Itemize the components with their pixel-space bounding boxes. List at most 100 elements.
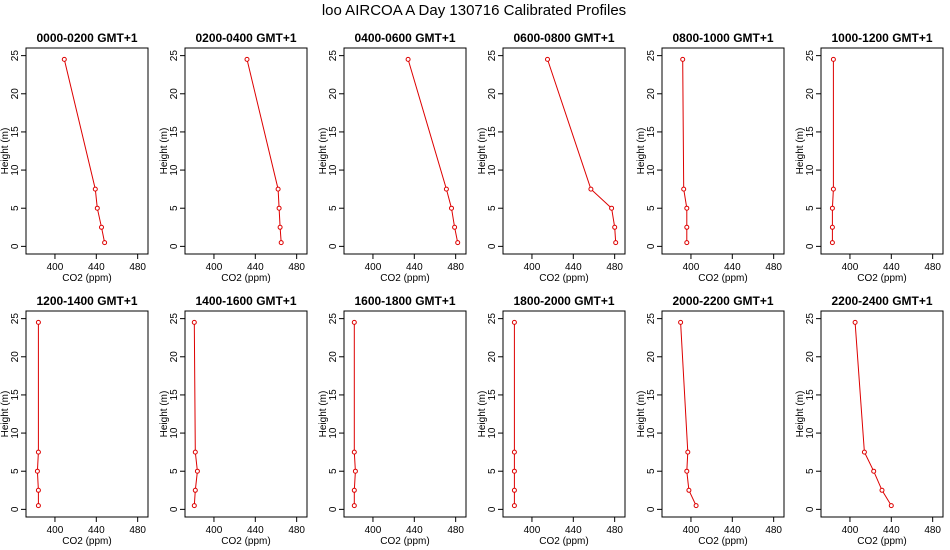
y-tick-label: 25 bbox=[10, 50, 21, 62]
profile-point bbox=[830, 186, 836, 192]
x-tick-label: 440 bbox=[247, 525, 264, 536]
profile-point bbox=[35, 503, 41, 509]
x-tick-label: 400 bbox=[47, 525, 64, 536]
profile-point bbox=[194, 468, 200, 474]
x-tick-label: 440 bbox=[88, 262, 105, 273]
y-axis-label: Height (m) bbox=[636, 128, 647, 175]
x-tick-label: 480 bbox=[447, 525, 464, 536]
y-tick-label: 25 bbox=[646, 313, 657, 325]
x-axis-label: CO2 (ppm) bbox=[221, 536, 270, 547]
profile-point bbox=[685, 449, 691, 455]
y-tick-label: 15 bbox=[646, 389, 657, 401]
y-tick-label: 5 bbox=[487, 205, 498, 211]
y-tick-label: 0 bbox=[805, 506, 816, 512]
profile-point bbox=[449, 205, 454, 211]
chart-panel: 0000-0200 GMT+1 0 5 10 15 20 25 400 440 480 CO2 (p… bbox=[0, 31, 149, 284]
y-tick-label: 0 bbox=[646, 506, 657, 512]
x-tick-label: 440 bbox=[565, 262, 582, 273]
profile-point bbox=[684, 240, 690, 246]
y-tick-label: 25 bbox=[328, 50, 339, 62]
profile-point bbox=[191, 503, 197, 509]
y-tick-label: 20 bbox=[10, 351, 21, 363]
y-tick-label: 5 bbox=[646, 205, 657, 211]
y-tick-label: 20 bbox=[487, 351, 498, 363]
panel-title: 0000-0200 GMT+1 bbox=[36, 31, 137, 45]
x-tick-label: 480 bbox=[765, 525, 782, 536]
y-tick-label: 15 bbox=[169, 126, 180, 138]
y-tick-label: 10 bbox=[487, 164, 498, 176]
profile-point bbox=[351, 449, 357, 455]
y-tick-label: 10 bbox=[805, 164, 816, 176]
x-tick-label: 440 bbox=[406, 525, 423, 536]
y-tick-label: 20 bbox=[805, 88, 816, 100]
x-tick-label: 440 bbox=[724, 525, 741, 536]
y-tick-label: 10 bbox=[487, 427, 498, 439]
profile-point bbox=[511, 319, 517, 325]
y-tick-label: 10 bbox=[328, 164, 339, 176]
y-axis-label: Height (m) bbox=[318, 128, 329, 175]
y-tick-label: 0 bbox=[328, 243, 339, 249]
chart-panel: 1800-2000 GMT+1 0 5 10 15 20 25 400 440 480 CO2 (p… bbox=[477, 294, 626, 547]
x-tick-label: 480 bbox=[924, 262, 941, 273]
y-tick-label: 25 bbox=[169, 50, 180, 62]
y-tick-label: 20 bbox=[169, 88, 180, 100]
plot-frame bbox=[25, 310, 149, 518]
y-tick-label: 25 bbox=[328, 313, 339, 325]
y-tick-label: 10 bbox=[646, 164, 657, 176]
panel-title: 0400-0600 GMT+1 bbox=[354, 31, 455, 45]
y-tick-label: 20 bbox=[805, 351, 816, 363]
profile-point bbox=[455, 240, 461, 246]
plot-frame bbox=[661, 47, 785, 255]
profile-point bbox=[192, 487, 198, 493]
y-tick-label: 5 bbox=[328, 205, 339, 211]
profile-point bbox=[684, 224, 690, 230]
chart-panel: 0800-1000 GMT+1 0 5 10 15 20 25 400 440 480 CO2 (p… bbox=[636, 31, 785, 284]
x-tick-label: 480 bbox=[129, 262, 146, 273]
profile-point bbox=[351, 487, 357, 493]
y-tick-label: 15 bbox=[805, 389, 816, 401]
y-tick-label: 10 bbox=[169, 427, 180, 439]
profile-point bbox=[405, 56, 411, 62]
x-tick-label: 400 bbox=[206, 262, 223, 273]
y-tick-label: 15 bbox=[328, 126, 339, 138]
chart-panel: 0400-0600 GMT+1 0 5 10 15 20 25 400 440 480 CO2 (p… bbox=[318, 31, 467, 284]
x-tick-label: 440 bbox=[406, 262, 423, 273]
plot-frame bbox=[502, 310, 626, 518]
x-tick-label: 480 bbox=[606, 262, 623, 273]
y-axis-label: Height (m) bbox=[159, 128, 170, 175]
profile-point bbox=[888, 503, 894, 509]
profile-point bbox=[852, 319, 858, 325]
x-axis-label: CO2 (ppm) bbox=[380, 536, 429, 547]
plot-frame bbox=[661, 310, 785, 518]
profile-point bbox=[830, 56, 836, 62]
plot-frame bbox=[184, 47, 308, 255]
y-tick-label: 10 bbox=[10, 427, 21, 439]
y-tick-label: 25 bbox=[487, 313, 498, 325]
x-tick-label: 440 bbox=[247, 262, 264, 273]
y-tick-label: 25 bbox=[169, 313, 180, 325]
profile-point bbox=[275, 186, 281, 192]
x-tick-label: 440 bbox=[883, 525, 900, 536]
y-axis-label: Height (m) bbox=[0, 391, 11, 438]
x-tick-label: 400 bbox=[842, 262, 859, 273]
chart-panel: 2000-2200 GMT+1 0 5 10 15 20 25 400 440 480 CO2 (p… bbox=[636, 294, 785, 547]
x-tick-label: 480 bbox=[606, 525, 623, 536]
x-axis-label: CO2 (ppm) bbox=[698, 536, 747, 547]
x-axis-label: CO2 (ppm) bbox=[698, 273, 747, 284]
y-tick-label: 10 bbox=[328, 427, 339, 439]
profile-point bbox=[861, 449, 867, 455]
panel-title: 2200-2400 GMT+1 bbox=[831, 294, 932, 308]
x-tick-label: 400 bbox=[842, 525, 859, 536]
y-tick-label: 10 bbox=[646, 427, 657, 439]
panel-title: 1200-1400 GMT+1 bbox=[36, 294, 137, 308]
profile-point bbox=[35, 487, 41, 493]
profile-point bbox=[609, 205, 615, 211]
y-tick-label: 5 bbox=[169, 468, 180, 474]
y-tick-label: 20 bbox=[646, 88, 657, 100]
profile-point bbox=[686, 487, 692, 493]
y-tick-label: 25 bbox=[10, 313, 21, 325]
y-tick-label: 25 bbox=[805, 50, 816, 62]
profile-point bbox=[684, 205, 690, 211]
x-tick-label: 480 bbox=[924, 525, 941, 536]
